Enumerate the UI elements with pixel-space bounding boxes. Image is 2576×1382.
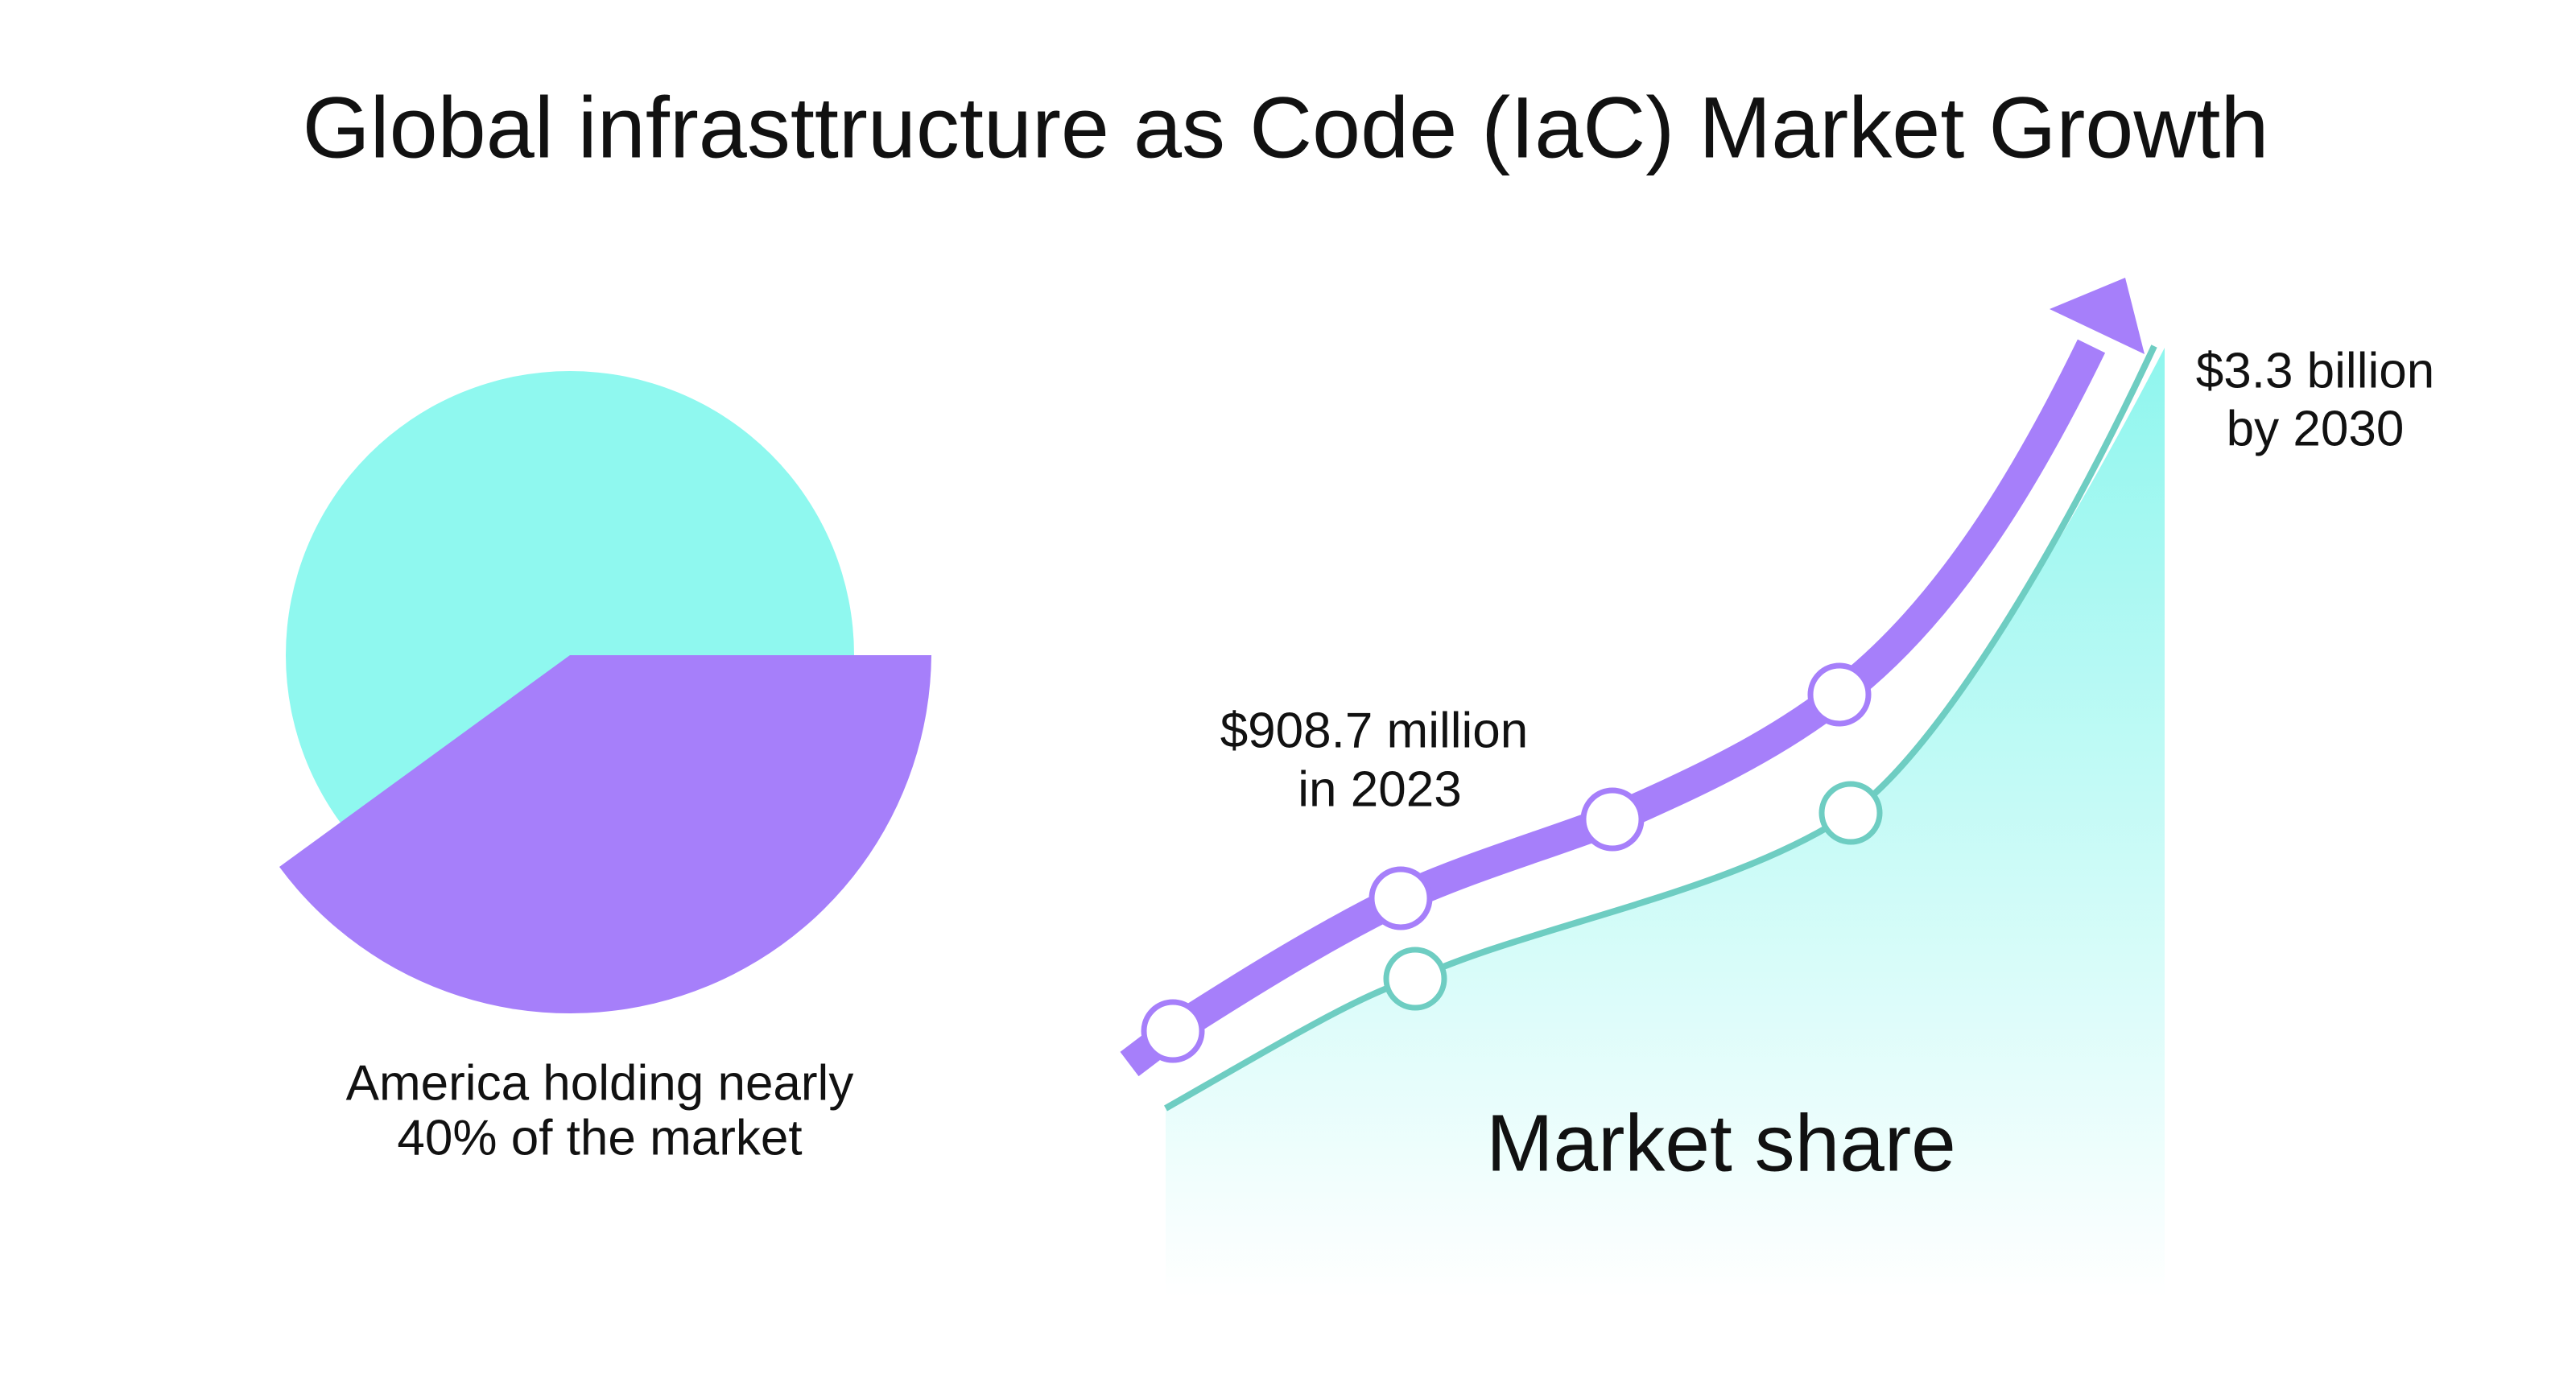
start-label: in 2023: [1298, 761, 1461, 817]
markers: [1141, 662, 1883, 1063]
marker: [1141, 999, 1205, 1063]
end-label: $3.3 billion: [2196, 343, 2434, 398]
end-label: by 2030: [2227, 401, 2405, 456]
marker: [1580, 787, 1645, 852]
marker: [1807, 662, 1872, 727]
market-area: [1166, 348, 2165, 1297]
pie-slice: [279, 655, 931, 1014]
marker: [1383, 947, 1447, 1011]
start-label: $908.7 million: [1220, 703, 1529, 758]
marker: [1368, 866, 1433, 930]
marker: [1818, 781, 1883, 845]
arrow-head: [2050, 278, 2145, 354]
pie-caption: America holding nearly: [346, 1055, 854, 1111]
area-label: Market share: [1486, 1098, 1956, 1188]
title: Global infrasttructure as Code (IaC) Mar…: [303, 79, 2269, 176]
pie-caption: 40% of the market: [397, 1110, 802, 1165]
market-line: [1164, 344, 2157, 1112]
